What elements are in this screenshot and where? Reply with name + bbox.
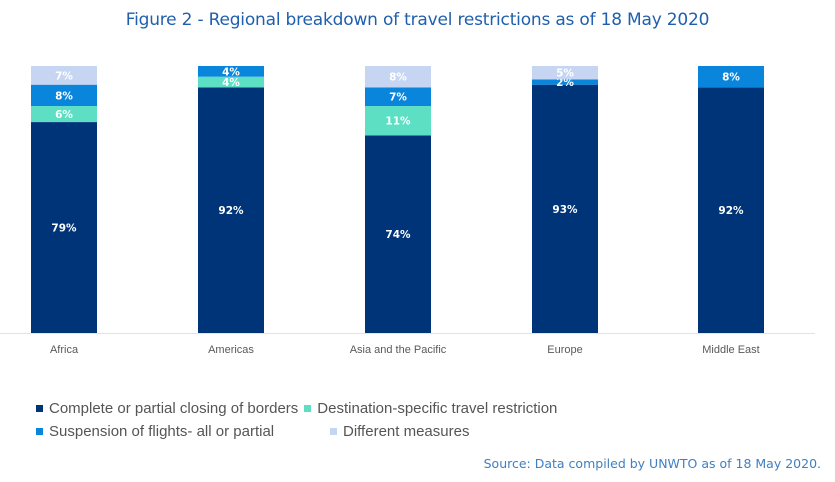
bar-segment-middle-east-complete-or-partial-closing-of-borders: [698, 87, 764, 333]
bar-segment-asia-and-the-pacific-suspension-of-flights-all-or-partial: [365, 87, 431, 107]
legend-row: Suspension of flights- all or partial Di…: [36, 420, 557, 443]
bar-segment-europe-suspension-of-flights-all-or-partial: [532, 79, 598, 85]
bar-segment-africa-different-measures: [31, 66, 97, 85]
bar-segment-africa-destination-specific-travel-restriction: [31, 106, 97, 123]
bar-segment-asia-and-the-pacific-different-measures: [365, 66, 431, 88]
data-label-americas-complete-or-partial-closing-of-borders: 92%: [218, 205, 244, 217]
bar-segment-americas-complete-or-partial-closing-of-borders: [198, 87, 264, 333]
data-label-asia-and-the-pacific-destination-specific-travel-restriction: 11%: [385, 116, 411, 128]
legend-label: Destination-specific travel restriction: [317, 400, 558, 417]
data-label-europe-suspension-of-flights-all-or-partial: 2%: [556, 77, 574, 89]
data-label-africa-suspension-of-flights-all-or-partial: 8%: [55, 90, 73, 102]
legend-swatch-different-measures: [330, 428, 337, 435]
x-tick-label-americas: Americas: [208, 344, 254, 356]
x-tick-label-europe: Europe: [547, 344, 582, 356]
data-label-europe-complete-or-partial-closing-of-borders: 93%: [552, 204, 578, 216]
data-label-africa-destination-specific-travel-restriction: 6%: [55, 109, 73, 121]
legend-label: Suspension of flights- all or partial: [49, 423, 275, 440]
bar-segment-americas-destination-specific-travel-restriction: [198, 76, 264, 88]
bar-segment-middle-east-suspension-of-flights-all-or-partial: [698, 66, 764, 88]
data-label-americas-suspension-of-flights-all-or-partial: 4%: [222, 66, 240, 78]
x-tick-label-africa: Africa: [50, 344, 79, 356]
bar-segment-africa-suspension-of-flights-all-or-partial: [31, 84, 97, 107]
legend-item-different-measures: Different measures: [330, 423, 469, 440]
data-label-middle-east-suspension-of-flights-all-or-partial: 8%: [722, 72, 740, 84]
data-label-africa-complete-or-partial-closing-of-borders: 79%: [51, 223, 77, 235]
legend-swatch-suspension-flights: [36, 428, 43, 435]
data-label-africa-different-measures: 7%: [55, 70, 73, 82]
legend-swatch-destination-specific: [304, 405, 312, 412]
stacked-bar-chart: 79% 6% 8% 7% Africa 92% 4%4% Americas 74% 11% 7% 8%…: [0, 66, 815, 356]
bar-segment-americas-suspension-of-flights-all-or-partial: [198, 66, 264, 77]
legend-swatch-closing-borders: [36, 405, 43, 412]
legend-label: Different measures: [343, 423, 470, 440]
data-label-asia-and-the-pacific-complete-or-partial-closing-of-borders: 74%: [385, 229, 411, 241]
bar-segment-asia-and-the-pacific-complete-or-partial-closing-of-borders: [365, 135, 431, 333]
legend-row: Complete or partial closing of borders D…: [36, 397, 557, 420]
legend: Complete or partial closing of borders D…: [36, 397, 557, 443]
bar-segment-europe-complete-or-partial-closing-of-borders: [532, 84, 598, 333]
data-label-asia-and-the-pacific-different-measures: 8%: [389, 72, 407, 84]
source-note: Source: Data compiled by UNWTO as of 18 …: [483, 456, 821, 471]
x-tick-label-middle-east: Middle East: [702, 344, 759, 356]
data-label-europe-different-measures: 5%: [556, 68, 574, 80]
data-label-asia-and-the-pacific-suspension-of-flights-all-or-partial: 7%: [389, 92, 407, 104]
legend-item-destination-specific: Destination-specific travel restriction: [304, 400, 557, 417]
bar-segment-africa-complete-or-partial-closing-of-borders: [31, 122, 97, 333]
legend-item-closing-borders: Complete or partial closing of borders: [36, 400, 298, 417]
bar-segment-europe-different-measures: [532, 66, 598, 80]
chart-title: Figure 2 - Regional breakdown of travel …: [125, 10, 710, 30]
data-label-americas-destination-specific-travel-restriction: 4%: [222, 77, 240, 89]
data-label-middle-east-complete-or-partial-closing-of-borders: 92%: [718, 205, 744, 217]
legend-item-suspension-flights: Suspension of flights- all or partial: [36, 423, 330, 440]
legend-label: Complete or partial closing of borders: [49, 400, 299, 417]
bar-segment-asia-and-the-pacific-destination-specific-travel-restriction: [365, 106, 431, 136]
x-tick-label-asia-and-the-pacific: Asia and the Pacific: [350, 344, 447, 356]
